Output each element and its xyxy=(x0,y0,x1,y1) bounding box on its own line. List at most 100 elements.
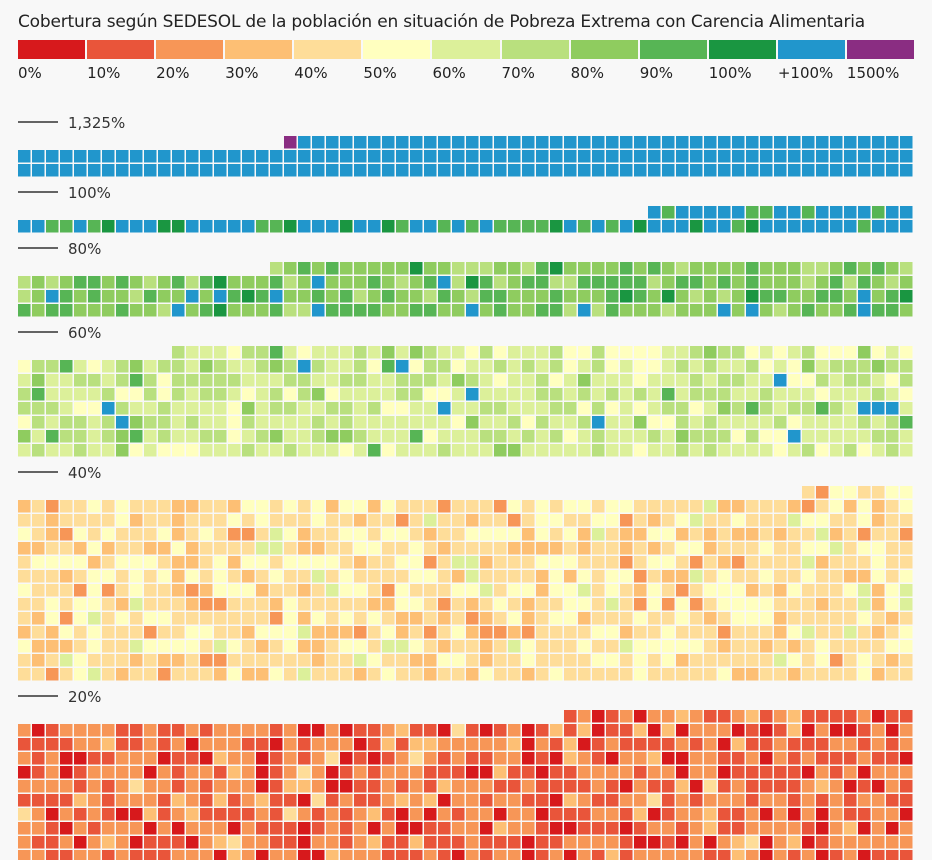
waffle-cell xyxy=(648,374,661,387)
waffle-cell xyxy=(186,612,199,625)
waffle-cell xyxy=(312,374,325,387)
waffle-cell xyxy=(508,584,521,597)
waffle-cell xyxy=(494,220,507,233)
waffle-cell xyxy=(508,808,521,821)
waffle-cell xyxy=(536,794,549,807)
waffle-cell xyxy=(298,164,311,177)
waffle-cell xyxy=(746,416,759,429)
legend-swatch xyxy=(87,40,155,59)
waffle-cell xyxy=(466,220,479,233)
waffle-cell xyxy=(480,766,493,779)
waffle-cell xyxy=(676,752,689,765)
waffle-cell xyxy=(116,150,129,163)
waffle-cell xyxy=(270,738,283,751)
waffle-cell xyxy=(718,724,731,737)
waffle-cell xyxy=(228,556,241,569)
waffle-cell xyxy=(774,598,787,611)
waffle-cell xyxy=(130,402,143,415)
waffle-cell xyxy=(536,766,549,779)
waffle-cell xyxy=(382,402,395,415)
waffle-cell xyxy=(116,304,129,317)
waffle-cell xyxy=(662,724,675,737)
waffle-cell xyxy=(466,738,479,751)
waffle-cell xyxy=(662,850,675,860)
waffle-cell xyxy=(116,528,129,541)
waffle-cell xyxy=(690,402,703,415)
waffle-cell xyxy=(270,164,283,177)
waffle-cell xyxy=(396,570,409,583)
legend-swatch xyxy=(708,40,776,59)
waffle-cell xyxy=(228,780,241,793)
legend-swatch xyxy=(639,40,707,59)
waffle-cell xyxy=(130,654,143,667)
waffle-cell xyxy=(354,360,367,373)
waffle-cell xyxy=(718,584,731,597)
waffle-cell xyxy=(88,220,101,233)
waffle-cell xyxy=(676,780,689,793)
waffle-cell xyxy=(368,542,381,555)
waffle-cell xyxy=(382,150,395,163)
waffle-cell xyxy=(578,710,591,723)
waffle-cell xyxy=(242,794,255,807)
waffle-cell xyxy=(354,570,367,583)
waffle-cell xyxy=(144,220,157,233)
color-legend: 0% 10% 20% 30% 40% 50% 60% 70% 80% 90% 100% +100% 15… xyxy=(18,40,914,90)
waffle-cell xyxy=(396,808,409,821)
waffle-cell xyxy=(158,612,171,625)
waffle-cell xyxy=(74,360,87,373)
waffle-cell xyxy=(872,542,885,555)
waffle-cell xyxy=(900,500,913,513)
waffle-cell xyxy=(788,710,801,723)
waffle-cell xyxy=(844,304,857,317)
waffle-cell xyxy=(774,850,787,860)
waffle-cell xyxy=(410,570,423,583)
waffle-cell xyxy=(214,402,227,415)
waffle-cell xyxy=(480,598,493,611)
waffle-cell xyxy=(480,738,493,751)
waffle-cell xyxy=(662,290,675,303)
waffle-cell xyxy=(494,304,507,317)
waffle-cell xyxy=(732,374,745,387)
waffle-cell xyxy=(480,304,493,317)
waffle-cell xyxy=(788,640,801,653)
waffle-cell xyxy=(452,164,465,177)
waffle-cell xyxy=(326,500,339,513)
waffle-cell xyxy=(676,444,689,457)
waffle-cell xyxy=(284,150,297,163)
waffle-cell xyxy=(116,668,129,681)
waffle-cell xyxy=(88,598,101,611)
waffle-cell xyxy=(18,416,31,429)
waffle-cell xyxy=(116,654,129,667)
waffle-cell xyxy=(690,262,703,275)
waffle-cell xyxy=(368,794,381,807)
waffle-cell xyxy=(452,626,465,639)
waffle-cell xyxy=(284,626,297,639)
waffle-cell xyxy=(732,206,745,219)
waffle-cell xyxy=(242,766,255,779)
waffle-cell xyxy=(172,724,185,737)
waffle-cell xyxy=(592,346,605,359)
waffle-cell xyxy=(270,584,283,597)
waffle-cell xyxy=(508,612,521,625)
waffle-cell xyxy=(690,290,703,303)
waffle-cell xyxy=(746,290,759,303)
waffle-cell xyxy=(438,598,451,611)
waffle-cell xyxy=(494,444,507,457)
waffle-cell xyxy=(46,304,59,317)
waffle-cell xyxy=(340,780,353,793)
waffle-cell xyxy=(74,808,87,821)
waffle-cell xyxy=(466,668,479,681)
waffle-cell xyxy=(788,794,801,807)
waffle-cell xyxy=(830,346,843,359)
waffle-cell xyxy=(550,528,563,541)
waffle-cell xyxy=(536,738,549,751)
waffle-cell xyxy=(746,346,759,359)
waffle-cell xyxy=(172,752,185,765)
waffle-cell xyxy=(88,528,101,541)
waffle-cell xyxy=(774,444,787,457)
waffle-cell xyxy=(424,444,437,457)
waffle-cell xyxy=(382,528,395,541)
waffle-cell xyxy=(592,570,605,583)
waffle-cell xyxy=(816,752,829,765)
waffle-cell xyxy=(620,430,633,443)
